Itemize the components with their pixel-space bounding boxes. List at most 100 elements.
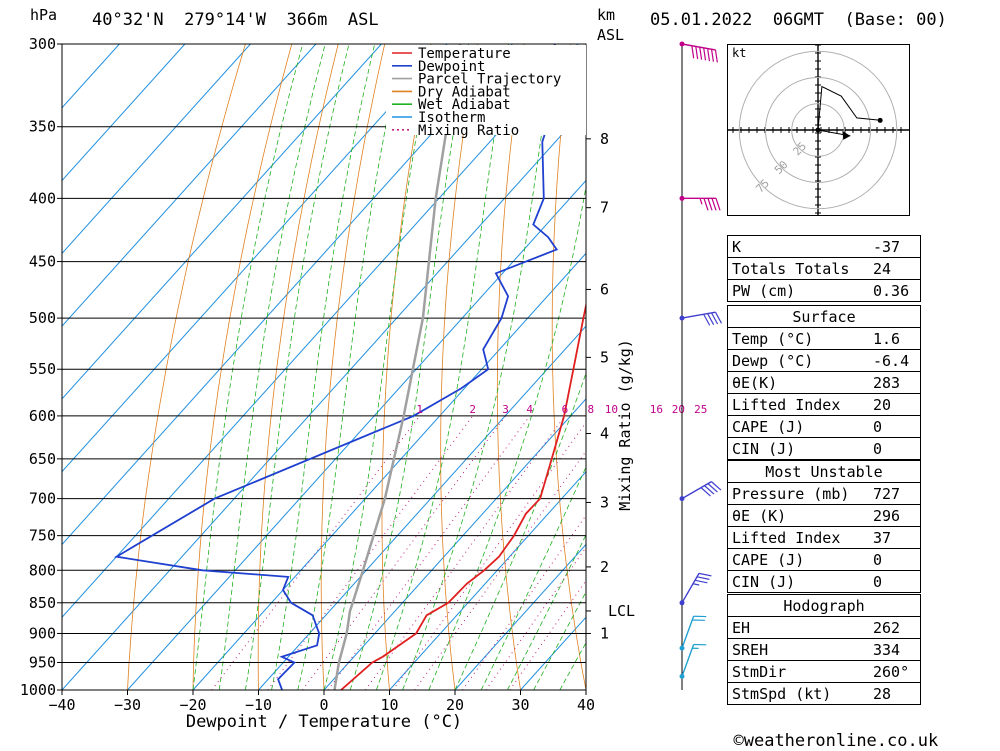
most-unstable-title: Most Unstable: [728, 461, 921, 483]
isotherm-line: [0, 44, 381, 690]
hodograph-title: Hodograph: [728, 595, 921, 617]
wind-barb-shaft: [682, 312, 715, 318]
wind-barb-flag: [708, 49, 710, 62]
mixing-ratio-axis-label: Mixing Ratio (g/kg): [616, 339, 634, 511]
surface-row: θE(K)283: [728, 372, 921, 394]
y-tick-label: 700: [29, 490, 56, 508]
index-label: Totals Totals: [728, 258, 870, 280]
y-tick-label: 350: [29, 118, 56, 136]
hodograph-label: SREH: [728, 639, 870, 661]
mixing-ratio-label: 25: [694, 403, 707, 416]
mixing-ratio-label: 4: [526, 403, 533, 416]
height-tick-label: 8: [600, 130, 609, 148]
legend-entry: Mixing Ratio: [418, 123, 519, 139]
height-tick-label: 1: [600, 624, 609, 642]
isotherm-line: [0, 44, 185, 690]
mixing-ratio-label: 6: [562, 403, 569, 416]
wind-barb-flag: [716, 198, 720, 210]
wind-barb-shaft: [682, 573, 699, 602]
surface-value: -6.4: [869, 350, 921, 372]
hodograph-label: StmDir: [728, 661, 870, 683]
surface-value: 283: [869, 372, 921, 394]
wind-barb-flag: [700, 198, 702, 204]
surface-label: CAPE (J): [728, 416, 870, 438]
surface-row: Temp (°C)1.6: [728, 328, 921, 350]
surface-row: CAPE (J)0: [728, 416, 921, 438]
index-value: 24: [869, 258, 921, 280]
wind-barb-flag: [708, 484, 717, 492]
index-row: PW (cm)0.36: [728, 280, 921, 302]
most-unstable-value: 37: [869, 527, 921, 549]
copyright-symbol: ©: [733, 731, 743, 751]
x-tick-label: −30: [114, 696, 141, 714]
wind-barb-flag: [711, 482, 720, 490]
dry-adiabat-line: [497, 44, 524, 690]
height-tick-label: 7: [600, 199, 609, 217]
wind-barb-shaft: [682, 616, 694, 648]
hodograph-value: 28: [869, 683, 921, 705]
mixing-ratio-label: 1: [416, 403, 423, 416]
wind-barb-flag: [708, 198, 712, 210]
plot-frame: [62, 44, 586, 690]
y-tick-label: 300: [29, 35, 56, 53]
most-unstable-label: CIN (J): [728, 571, 870, 593]
isotherm-line: [0, 44, 447, 690]
surface-row: Dewp (°C)-6.4: [728, 350, 921, 372]
most-unstable-value: 0: [869, 549, 921, 571]
height-tick-label: 4: [600, 425, 609, 443]
y-tick-label: 750: [29, 527, 56, 545]
index-label: PW (cm): [728, 280, 870, 302]
mixing-ratio-line: [303, 416, 506, 690]
hodograph-value: 262: [869, 617, 921, 639]
wind-barb-flag: [692, 46, 694, 59]
surface-title: Surface: [728, 306, 921, 328]
most-unstable-value: 727: [869, 483, 921, 505]
dry-adiabat-line: [258, 44, 338, 690]
height-tick-label: 2: [600, 558, 609, 576]
surface-value: 0: [869, 416, 921, 438]
height-tick-label: 3: [600, 493, 609, 511]
y-tick-label: 450: [29, 253, 56, 271]
wet-adiabat-line: [324, 44, 434, 690]
wind-barb-flag: [695, 580, 707, 583]
mixing-ratio-label: 16: [650, 403, 663, 416]
hodograph-value: 334: [869, 639, 921, 661]
surface-label: θE(K): [728, 372, 870, 394]
wind-barb-flag: [715, 50, 717, 63]
mixing-ratio-line: [486, 416, 679, 690]
surface-value: 0: [869, 438, 921, 460]
y-tick-label: 850: [29, 594, 56, 612]
wind-barb-flag: [693, 584, 699, 585]
wind-barb-flag: [704, 48, 706, 61]
sounding-profiles: [117, 44, 647, 690]
surface-value: 20: [869, 394, 921, 416]
surface-label: Lifted Index: [728, 394, 870, 416]
footer-credit[interactable]: ©weatheronline.co.uk: [713, 711, 938, 751]
y-tick-label: 650: [29, 450, 56, 468]
wet-adiabat-line: [193, 44, 303, 690]
x-tick-label: 30: [511, 696, 529, 714]
isotherm-line: [0, 44, 578, 690]
wind-barb-shaft: [682, 482, 711, 499]
wind-profile: [680, 42, 722, 691]
dry-adiabat-line: [128, 44, 246, 690]
index-row: K-37: [728, 236, 921, 258]
wind-barb-flag: [704, 198, 708, 210]
wind-barb-flag: [705, 486, 714, 494]
site-link[interactable]: weatheronline.co.uk: [744, 731, 938, 751]
hodograph-label: EH: [728, 617, 870, 639]
isotherm-line: [62, 44, 643, 690]
x-axis-label: Dewpoint / Temperature (°C): [186, 712, 462, 732]
dry-adiabat-line: [988, 44, 1000, 690]
hodo-unit-label: kt: [732, 46, 746, 60]
mixing-ratio-line: [268, 416, 473, 690]
